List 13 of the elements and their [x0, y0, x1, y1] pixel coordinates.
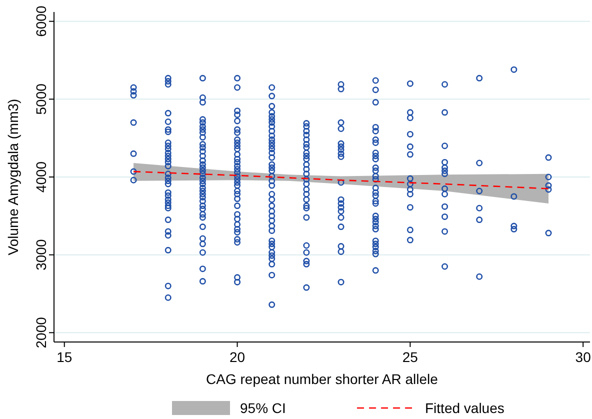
x-tick-label: 30 — [575, 349, 592, 365]
y-tick-label: 3000 — [33, 239, 49, 270]
x-tick-label: 15 — [56, 349, 72, 365]
y-tick-label: 2000 — [33, 316, 49, 348]
y-tick-label: 5000 — [33, 83, 49, 115]
x-tick-label: 20 — [229, 349, 246, 365]
x-tick-label: 25 — [402, 349, 418, 365]
text: 95% CI — [240, 400, 286, 416]
y-tick-label: 4000 — [33, 161, 49, 193]
y-axis-title: Volume Amygdala (mm3) — [5, 98, 21, 256]
x-axis-title: CAG repeat number shorter AR allele — [206, 371, 438, 387]
y-tick-label: 6000 — [33, 6, 49, 37]
legend-label: Fitted values — [425, 400, 504, 416]
